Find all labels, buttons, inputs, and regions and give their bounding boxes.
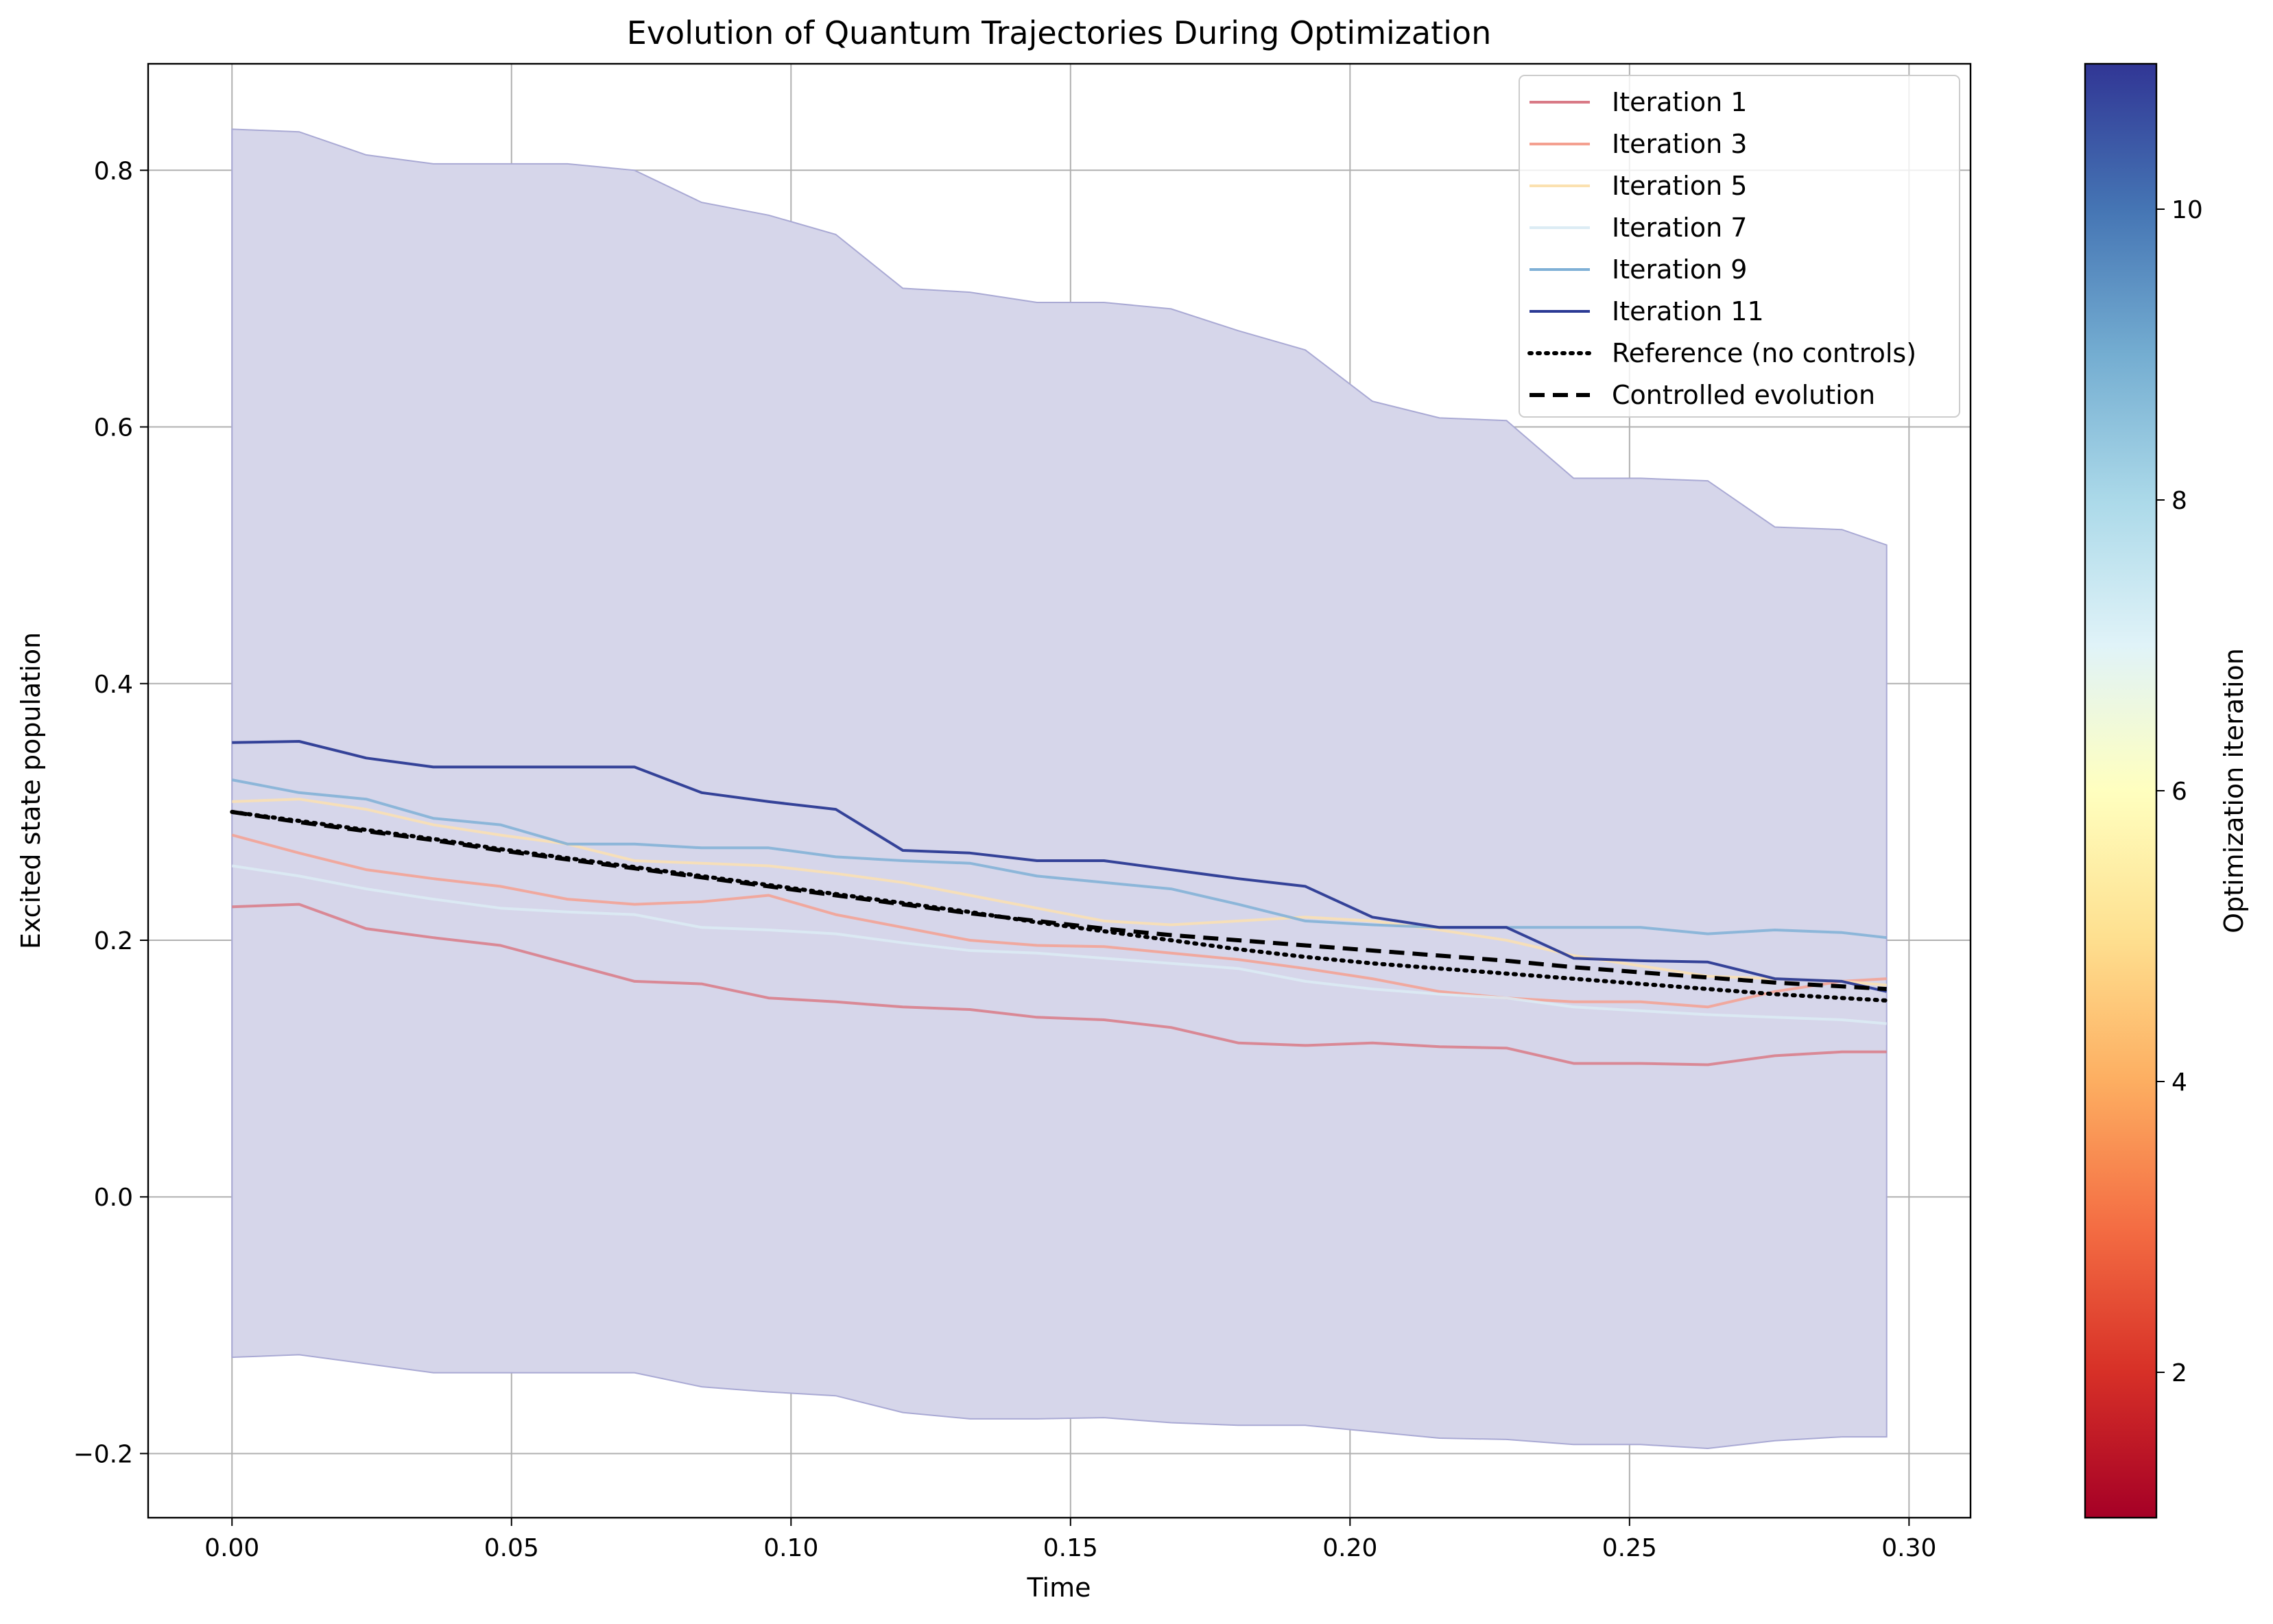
legend: Iteration 1 Iteration 3 Iteration 5 Iterati…	[1519, 75, 1960, 418]
colorbar-tick-label: 8	[2171, 487, 2187, 515]
colorbar-label: Optimization iteration	[2219, 648, 2249, 933]
y-tick-label: −0.2	[73, 1440, 133, 1468]
legend-label: Iteration 7	[1612, 213, 1747, 243]
y-axis-title: Excited state population	[16, 632, 46, 949]
series-group	[230, 740, 1889, 1066]
legend-label: Controlled evolution	[1612, 380, 1875, 410]
series-line	[232, 903, 1887, 1066]
legend-label: Iteration 1	[1612, 87, 1747, 117]
colorbar-tick-label: 2	[2171, 1359, 2187, 1387]
chart-title: Evolution of Quantum Trajectories During…	[627, 14, 1491, 51]
legend-entries: Iteration 1 Iteration 3 Iteration 5 Iterati…	[1527, 87, 1916, 410]
series-line	[232, 798, 1887, 987]
y-tick-label: 0.0	[94, 1184, 133, 1212]
colorbar-tick-label: 10	[2171, 196, 2203, 224]
legend-label: Reference (no controls)	[1612, 338, 1916, 368]
legend-label: Iteration 9	[1612, 254, 1747, 285]
x-tick-label: 0.05	[484, 1534, 539, 1562]
series-line	[231, 864, 1887, 1025]
colorbar-gradient	[2084, 62, 2158, 1519]
x-axis-title: Time	[1027, 1573, 1091, 1603]
x-tick-label: 0.10	[763, 1534, 818, 1562]
y-axis-ticks: −0.2 0.0 0.2 0.4 0.6 0.8	[73, 157, 148, 1468]
x-tick-label: 0.30	[1881, 1534, 1936, 1562]
legend-box	[1519, 75, 1960, 418]
x-axis-ticks: 0.00 0.05 0.10 0.15 0.20 0.25 0.30	[204, 1518, 1936, 1562]
colorbar-tick-label: 4	[2171, 1068, 2187, 1097]
colorbar-ticks: 2 4 6 8 10	[2156, 196, 2203, 1387]
colorbar-tick-label: 6	[2171, 778, 2187, 806]
legend-label: Iteration 3	[1612, 129, 1747, 159]
series-line	[231, 833, 1887, 1009]
y-tick-label: 0.6	[94, 414, 133, 442]
confidence-band	[231, 128, 1888, 1450]
x-tick-label: 0.15	[1043, 1534, 1098, 1562]
series-line	[232, 740, 1888, 993]
legend-label: Iteration 11	[1612, 296, 1764, 326]
y-tick-label: 0.8	[94, 157, 133, 185]
plot-frame	[147, 62, 1972, 1519]
series-line	[231, 809, 1887, 992]
legend-label: Iteration 5	[1612, 171, 1747, 201]
y-tick-label: 0.2	[94, 927, 133, 955]
x-tick-label: 0.25	[1602, 1534, 1657, 1562]
series-line	[231, 778, 1887, 940]
colorbar: 2 4 6 8 10 Optimization iteration	[2084, 62, 2249, 1519]
band-area	[231, 128, 1888, 1450]
x-tick-label: 0.00	[204, 1534, 259, 1562]
y-tick-label: 0.4	[94, 671, 133, 699]
x-tick-label: 0.20	[1322, 1534, 1377, 1562]
